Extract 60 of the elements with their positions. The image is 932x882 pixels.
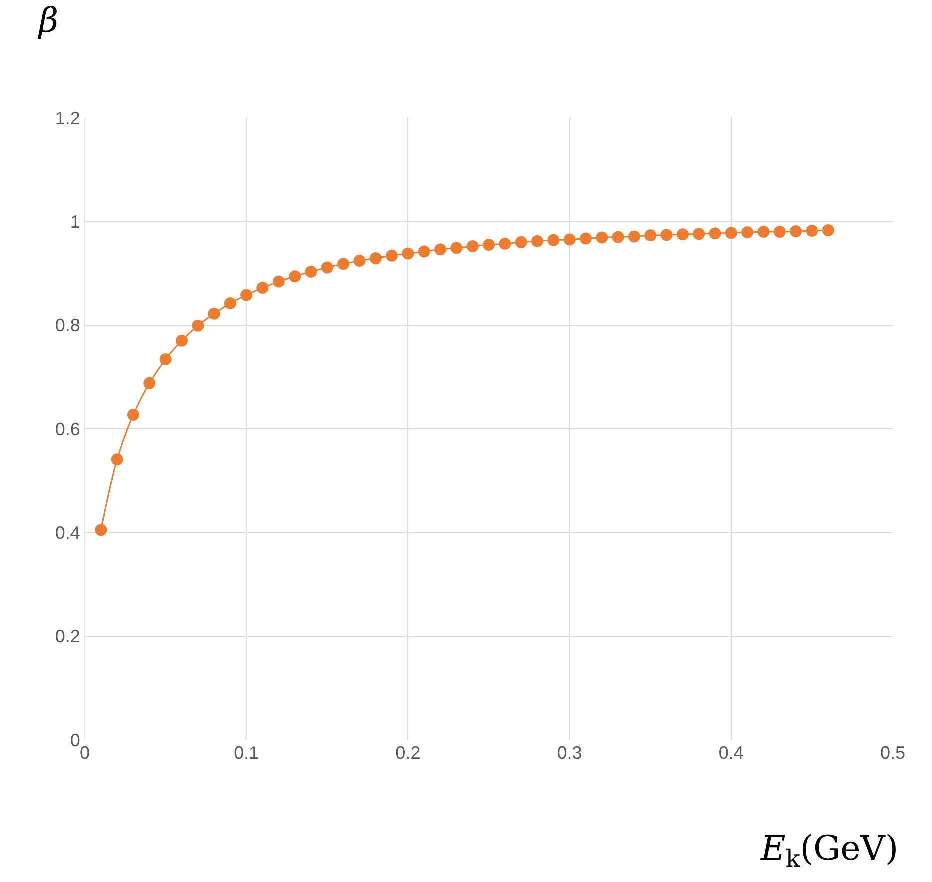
point: [338, 258, 350, 270]
point: [515, 236, 528, 248]
y-tick-label: 0.8: [55, 316, 80, 336]
point: [386, 250, 398, 262]
point: [693, 228, 706, 240]
point: [208, 308, 220, 320]
y-tick-label: 0.2: [55, 626, 80, 647]
point: [321, 262, 334, 274]
point: [644, 230, 657, 242]
point: [224, 298, 236, 310]
point: [612, 231, 624, 244]
y-tick-label: 1: [70, 212, 80, 232]
point: [758, 226, 770, 238]
point: [305, 266, 318, 278]
point: [790, 226, 802, 238]
point: [111, 454, 124, 466]
point: [806, 225, 818, 237]
point: [725, 227, 738, 240]
x-tick-label: 0.2: [396, 743, 421, 763]
point: [176, 334, 188, 347]
point: [144, 377, 156, 390]
point: [596, 232, 608, 244]
point: [256, 282, 269, 294]
point: [240, 289, 253, 302]
point: [709, 228, 722, 240]
x-tick-label: 0.3: [557, 743, 582, 763]
point: [289, 270, 302, 283]
point: [676, 228, 689, 241]
y-tick-label: 0: [70, 730, 80, 750]
point: [418, 246, 430, 258]
point: [499, 238, 512, 250]
point: [531, 235, 544, 248]
point: [774, 226, 786, 238]
point: [483, 238, 495, 251]
point: [402, 248, 414, 260]
point: [354, 255, 366, 268]
point: [660, 229, 673, 242]
point: [127, 409, 140, 422]
point: [548, 234, 560, 246]
point: [742, 226, 754, 239]
point: [564, 234, 576, 246]
point: [192, 320, 204, 332]
x-tick-label: 0.4: [718, 743, 744, 763]
y-tick-label: 0.4: [55, 522, 80, 543]
x-tick-label: 0.1: [234, 743, 260, 763]
x-tick-label: 0.5: [880, 743, 906, 763]
point: [272, 276, 285, 288]
y-axis-title: β: [37, 1, 59, 41]
point: [160, 354, 172, 366]
point: [628, 230, 640, 243]
y-tick-label: 0.6: [55, 419, 80, 440]
point: [822, 224, 834, 236]
x-axis-title: E$_{k}$(GeV): [760, 829, 899, 874]
point: [95, 524, 108, 536]
point: [370, 252, 382, 264]
point: [466, 240, 479, 253]
point: [580, 232, 592, 245]
point: [434, 244, 447, 256]
point: [450, 242, 463, 254]
y-tick-label: 1.2: [55, 108, 80, 128]
